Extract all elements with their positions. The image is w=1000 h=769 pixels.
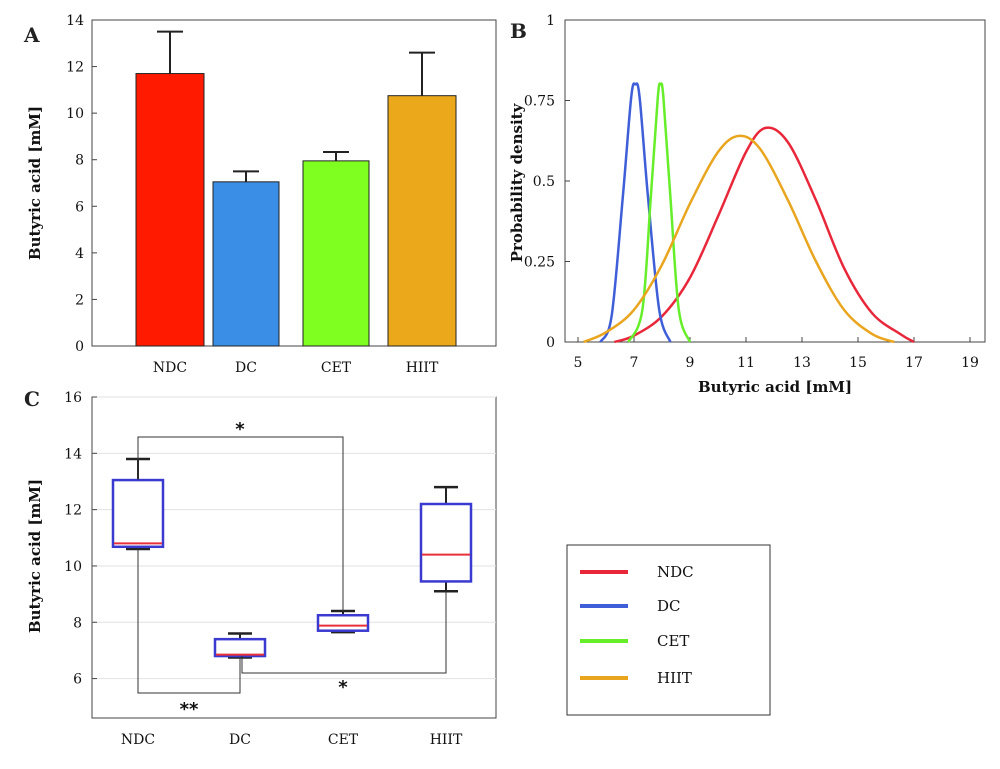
panel-b-x-tick-label: 19 [961, 355, 979, 371]
panel-c-bracket-ndc-cet [137, 436, 344, 611]
panel-a-y-axis-title: Butyric acid [mM] [26, 106, 44, 260]
panel-b-curve-ndc [614, 126, 915, 344]
legend-label-dc: DC [657, 597, 681, 615]
panel-c-y-tick-label: 6 [73, 672, 82, 688]
panel-b-y-tick-label: 1 [546, 13, 555, 29]
panel-a-x-tick-label-dc: DC [235, 360, 257, 376]
panel-b-x-tick-label: 13 [793, 355, 811, 371]
panel-b-x-tick-label: 7 [630, 355, 639, 371]
panel-a-bars [135, 30, 457, 347]
legend-label-cet: CET [657, 632, 689, 650]
panel-c-y-tick-label: 10 [64, 559, 82, 575]
panel-c-y-tick-label: 16 [64, 390, 82, 406]
legend-label-ndc: NDC [657, 563, 694, 581]
panel-a-x-tick-label-ndc: NDC [153, 360, 187, 376]
panel-c-x-tick-label-ndc: NDC [121, 732, 155, 748]
panel-b-y-tick-label: 0 [546, 335, 555, 351]
panel-c-x-tick-label-cet: CET [328, 732, 359, 748]
panel-a-y-tick-label: 10 [66, 106, 84, 122]
panel-b-x-tick-label: 17 [905, 355, 923, 371]
panel-a-y-tick-label: 2 [75, 292, 84, 308]
panel-c-bracket-ndc-dc [137, 549, 241, 694]
panel-c-bracket-dc-hiit [241, 591, 447, 674]
panel-c-box-hiit [419, 502, 473, 583]
panel-a-bar-ndc [135, 73, 205, 347]
panel-b-x-tick-label: 15 [849, 355, 867, 371]
panel-c-sig-dc-hiit: * [338, 677, 348, 698]
panel-a-x-tick-label-hiit: HIIT [406, 360, 439, 376]
panel-c-y-axis-title: Butyric acid [mM] [26, 479, 44, 633]
panel-c-sig-ndc-cet: * [235, 419, 245, 440]
legend-items: NDC DC CET HIIT [580, 563, 694, 687]
panel-b-y-axis-title: Probability density [508, 102, 526, 262]
panel-c-x-tick-label-hiit: HIIT [430, 732, 463, 748]
panel-c-boxes [111, 457, 473, 659]
panel-b-y-tick-label: 0.5 [533, 174, 555, 190]
panel-letter-c: C [24, 387, 40, 411]
panel-b-curve-cet [627, 82, 692, 343]
panel-b-x-tick-label: 11 [737, 355, 755, 371]
panel-c-y-ticks: 6 8 10 12 14 16 [64, 390, 97, 688]
panel-a-x-ticks: NDC DC CET HIIT [153, 360, 439, 376]
panel-c-box-dc [213, 637, 267, 658]
panel-c-sig-ndc-dc: ** [180, 699, 199, 720]
panel-letter-a: A [23, 23, 40, 47]
panel-b-plot-frame [564, 19, 986, 343]
panel-c-x-tick-label-dc: DC [229, 732, 251, 748]
panel-a-bar-chart: 0 2 4 6 8 10 12 14 NDC DC CET HIIT Butyric acid [m… [26, 13, 497, 376]
panel-b-curve-hiit [583, 134, 895, 344]
panel-a-y-tick-label: 0 [75, 339, 84, 355]
panel-b-curve-dc [599, 82, 672, 343]
panel-a-x-tick-label-cet: CET [321, 360, 352, 376]
panel-a-plot-frame [91, 19, 497, 347]
panel-c-x-ticks: NDC DC CET HIIT [121, 732, 463, 748]
panel-b-y-tick-label: 0.25 [524, 255, 555, 271]
panel-a-y-tick-label: 14 [66, 13, 84, 29]
panel-a-y-tick-label: 4 [75, 246, 84, 262]
panel-b-x-tick-label: 9 [686, 355, 695, 371]
legend: NDC DC CET HIIT [566, 544, 771, 716]
panel-b-x-axis-title: Butyric acid [mM] [698, 378, 852, 396]
panel-c-y-tick-label: 14 [64, 446, 82, 462]
panel-a-bar-dc [212, 181, 280, 347]
panel-a-y-tick-label: 12 [66, 60, 84, 76]
panel-a-bar-hiit [387, 95, 457, 347]
panel-c-box-ndc [111, 478, 165, 549]
panel-b-curves [583, 82, 915, 344]
panel-letter-b: B [510, 19, 527, 43]
panel-c-box-cet [316, 613, 370, 632]
panel-b-y-tick-label: 0.75 [524, 94, 555, 110]
panel-c-y-tick-label: 8 [73, 615, 82, 631]
panel-a-y-tick-label: 8 [75, 153, 84, 169]
legend-label-hiit: HIIT [657, 669, 692, 687]
panel-c-y-tick-label: 12 [64, 503, 82, 519]
panel-c-significance: **** [137, 419, 447, 720]
panel-a-bar-cet [302, 160, 370, 347]
panel-a-y-ticks: 0 2 4 6 8 10 12 14 [66, 13, 97, 355]
panel-a-y-tick-label: 6 [75, 199, 84, 215]
panel-b-x-tick-label: 5 [574, 355, 583, 371]
